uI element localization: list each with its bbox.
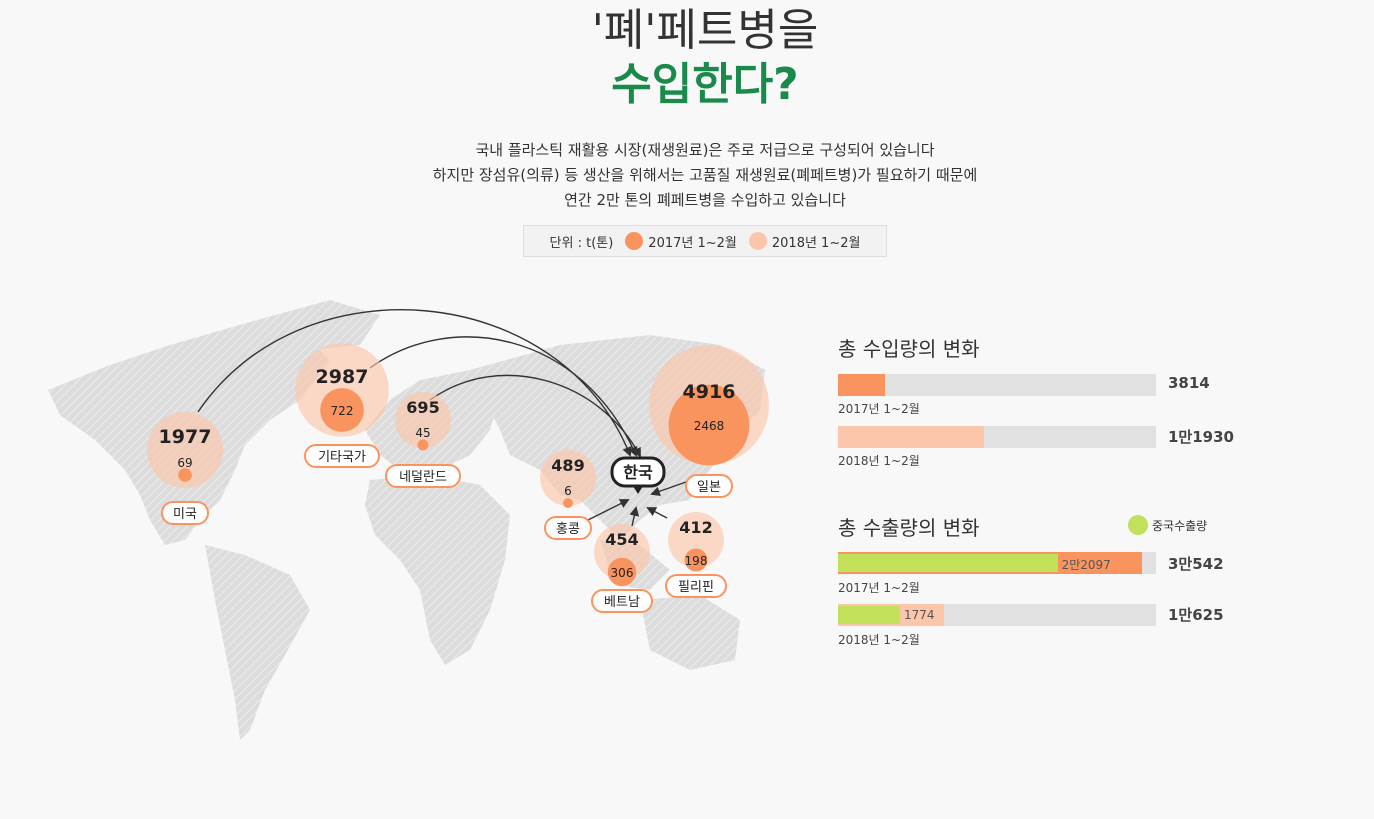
value-2018: 4916 bbox=[683, 381, 736, 403]
legend-label-2017: 2017년 1~2월 bbox=[648, 235, 737, 251]
export-2018-china-value: 1774 bbox=[904, 608, 935, 622]
country-label: 홍콩 bbox=[556, 522, 580, 537]
import-arcs bbox=[197, 309, 687, 527]
exports-title: 총 수출량의 변화 bbox=[838, 516, 980, 540]
legend-unit: 단위 : t(톤) bbox=[549, 235, 614, 251]
description-line: 연간 2만 톤의 폐페트병을 수입하고 있습니다 bbox=[564, 191, 846, 209]
korea-pointer bbox=[633, 486, 643, 494]
import-2017-label: 2017년 1~2월 bbox=[838, 402, 920, 416]
value-2017: 69 bbox=[177, 456, 192, 470]
value-2018: 412 bbox=[679, 518, 712, 537]
bubble-2017 bbox=[684, 548, 708, 572]
value-2018: 695 bbox=[406, 398, 439, 417]
import-2017-bar-fill bbox=[838, 374, 885, 396]
korea-label: 한국 bbox=[623, 463, 653, 482]
description: 국내 플라스틱 재활용 시장(재생원료)은 주로 저급으로 구성되어 있습니다 … bbox=[0, 138, 1374, 213]
description-line: 국내 플라스틱 재활용 시장(재생원료)은 주로 저급으로 구성되어 있습니다 bbox=[475, 141, 935, 159]
value-2017: 2468 bbox=[694, 419, 725, 433]
value-2018: 454 bbox=[605, 530, 638, 549]
import-2018-total: 1만1930 bbox=[1168, 428, 1234, 446]
value-2018: 1977 bbox=[159, 426, 212, 448]
bubble-2018 bbox=[146, 411, 224, 489]
legend-dot-2017 bbox=[625, 232, 644, 250]
country-label: 네덜란드 bbox=[399, 470, 447, 485]
bubble-2017 bbox=[320, 388, 364, 432]
value-2017: 306 bbox=[611, 566, 634, 580]
legend-item-2017: 2017년 1~2월 bbox=[625, 232, 737, 251]
china-legend-label: 중국수출량 bbox=[1152, 518, 1208, 533]
import-arc bbox=[429, 374, 641, 458]
country-label: 미국 bbox=[173, 507, 197, 522]
legend: 단위 : t(톤) 2017년 1~2월 2018년 1~2월 bbox=[523, 225, 887, 257]
country-label-box bbox=[665, 574, 727, 598]
export-2017-china-fill bbox=[838, 554, 1058, 572]
import-bubbles: 1977 69 미국 2987 722 기타국가 695 45 네덜란드 489 6 홍콩 454 306… bbox=[146, 343, 769, 613]
bubble-2018 bbox=[668, 512, 724, 568]
value-2018: 2987 bbox=[316, 366, 369, 388]
imports-title: 총 수입량의 변화 bbox=[838, 337, 980, 361]
country-label-box bbox=[304, 444, 380, 468]
bubble-2017 bbox=[178, 468, 192, 482]
china-legend-dot bbox=[1128, 515, 1148, 535]
country-label-box bbox=[591, 589, 653, 613]
import-2017-bar bbox=[838, 374, 1156, 396]
import-2018-label: 2018년 1~2월 bbox=[838, 454, 920, 468]
value-2018: 489 bbox=[551, 456, 584, 475]
import-2018-bar-fill bbox=[838, 426, 984, 448]
bubble-2017 bbox=[607, 557, 637, 587]
bubble-2018 bbox=[395, 392, 451, 448]
bubble-2018 bbox=[594, 524, 650, 580]
continents bbox=[48, 300, 765, 740]
export-2017-total: 3만542 bbox=[1168, 555, 1224, 573]
world-map-chart: 1977 69 미국 2987 722 기타국가 695 45 네덜란드 489 6 홍콩 454 306… bbox=[48, 300, 769, 740]
legend-item-2018: 2018년 1~2월 bbox=[748, 232, 861, 251]
export-2018-label: 2018년 1~2월 bbox=[838, 633, 920, 647]
description-line: 하지만 장섬유(의류) 등 생산을 위해서는 고품질 재생원료(폐페트병)가 필… bbox=[432, 166, 978, 184]
south-america-shape bbox=[205, 545, 310, 740]
import-arc bbox=[369, 336, 638, 457]
africa-shape bbox=[365, 475, 510, 665]
country-label: 기타국가 bbox=[318, 450, 366, 465]
page-title: '폐'페트병을 bbox=[591, 5, 819, 56]
country-label: 베트남 bbox=[604, 595, 640, 610]
import-2017-total: 3814 bbox=[1168, 374, 1210, 392]
greenland-shape bbox=[250, 300, 380, 350]
bubble-2017 bbox=[563, 498, 573, 508]
import-2018-bar bbox=[838, 426, 1156, 448]
country-label-box bbox=[161, 501, 209, 525]
country-label: 일본 bbox=[697, 480, 721, 495]
legend-dot-2018 bbox=[748, 232, 767, 250]
country-label-box bbox=[385, 464, 461, 488]
australia-shape bbox=[640, 595, 740, 670]
export-2018-china-fill bbox=[838, 606, 900, 624]
bubble-2017 bbox=[668, 384, 750, 466]
korea-marker: 한국 bbox=[610, 456, 666, 494]
legend-label-2018: 2018년 1~2월 bbox=[771, 235, 861, 251]
country-label-box bbox=[544, 516, 592, 540]
value-2017: 6 bbox=[564, 484, 572, 498]
value-2017: 722 bbox=[331, 404, 354, 418]
country-label-box bbox=[685, 474, 733, 498]
page-subtitle: 수입한다? bbox=[611, 59, 799, 110]
value-2017: 198 bbox=[685, 554, 708, 568]
export-2017-bar: 2만2097 bbox=[838, 552, 1156, 574]
import-arc bbox=[197, 309, 632, 457]
import-arc bbox=[587, 499, 630, 521]
bubble-2017 bbox=[417, 439, 429, 451]
import-arc bbox=[629, 506, 640, 527]
export-2017-china-value: 2만2097 bbox=[1061, 558, 1111, 572]
china-export-legend: 중국수출량 bbox=[1128, 515, 1207, 535]
import-arc bbox=[650, 481, 687, 497]
value-2017: 45 bbox=[415, 426, 430, 440]
export-2018-total: 1만625 bbox=[1168, 606, 1224, 624]
import-arc bbox=[646, 507, 668, 519]
country-label: 필리핀 bbox=[678, 580, 714, 595]
export-2017-label: 2017년 1~2월 bbox=[838, 581, 920, 595]
export-2018-bar: 1774 bbox=[838, 604, 1156, 626]
bubble-2018 bbox=[540, 450, 596, 506]
